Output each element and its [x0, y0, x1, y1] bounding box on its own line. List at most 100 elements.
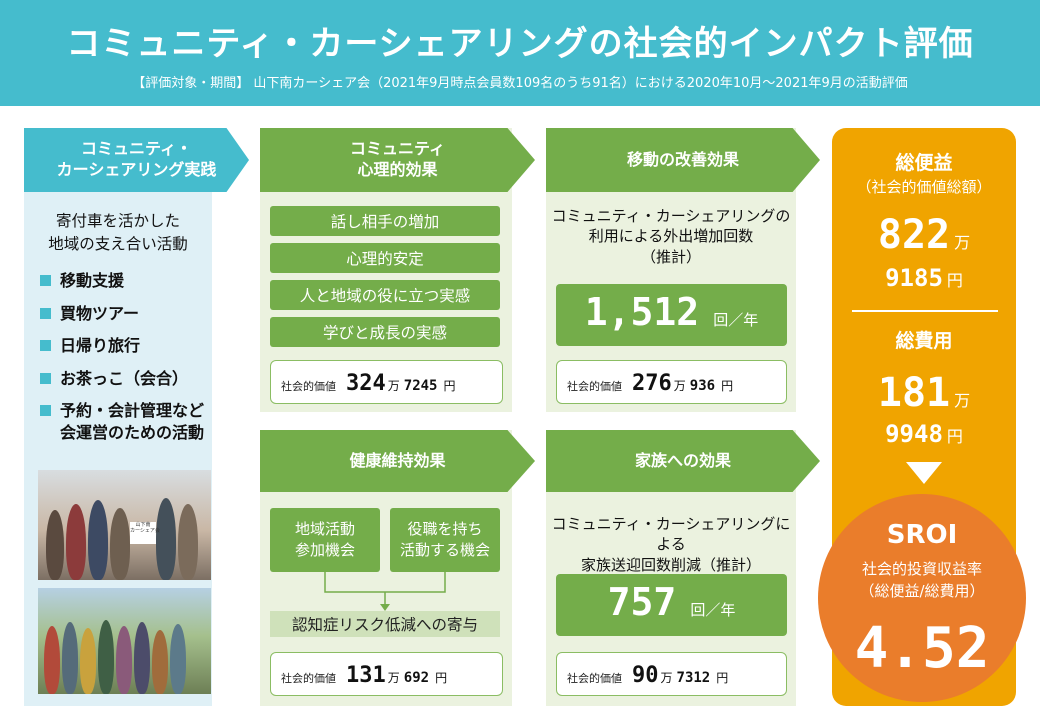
benefit-man: 822	[877, 212, 951, 258]
cost-title: 総費用	[895, 330, 953, 352]
list-item: 予約・会計管理など 会運営のための活動	[40, 400, 250, 443]
health-header-arrow: 健康維持効果	[260, 430, 535, 492]
practice-title-line2: カーシェアリング実践	[56, 160, 217, 179]
cost-rest: 9948	[885, 420, 943, 448]
cost-amount-rest: 9948 円	[832, 420, 1016, 448]
sroi-circle	[818, 494, 1026, 702]
psych-header-arrow: コミュニティ 心理的効果	[260, 128, 535, 192]
mobility-count-unit: 回／年	[713, 311, 759, 329]
practice-lead: 寄付車を活かした 地域の支え合い活動	[24, 210, 212, 257]
benefit-rest: 9185	[885, 264, 943, 292]
totals-divider	[852, 310, 998, 312]
list-item: 買物ツアー	[40, 303, 250, 325]
sroi-line1: 社会的投資収益率	[861, 560, 982, 578]
family-unit-man: 万	[660, 671, 673, 685]
sroi-title: SROI	[886, 520, 958, 550]
health-value-rest: 692	[403, 670, 430, 686]
psych-title-line1: コミュニティ	[349, 139, 446, 159]
health-unit-yen: 円	[435, 671, 448, 685]
health-box2-line2: 活動する機会	[399, 541, 490, 559]
health-box-community: 地域活動 参加機会	[270, 508, 380, 572]
mobility-value-label: 社会的価値	[567, 380, 622, 393]
psych-value-rest: 7245	[403, 378, 438, 394]
psych-effect-3: 人と地域の役に立つ実感	[270, 280, 500, 310]
benefit-amount-rest: 9185 円	[832, 264, 1016, 292]
family-header-arrow: 家族への効果	[546, 430, 820, 492]
health-result: 認知症リスク低減への寄与	[270, 611, 500, 637]
benefit-subtitle: （社会的価値総額）	[856, 178, 992, 196]
list-item: 日帰り旅行	[40, 335, 250, 357]
benefit-unit-yen: 円	[946, 271, 963, 290]
family-desc-line2: 家族送迎回数削減（推計）	[580, 555, 761, 574]
family-count-box: 757 回／年	[556, 574, 787, 636]
psych-value-man: 324	[346, 371, 386, 396]
down-arrow-icon	[906, 462, 942, 484]
practice-lead-line1: 寄付車を活かした	[55, 212, 180, 230]
cost-amount-man: 181 万	[832, 370, 1016, 416]
mobility-description: コミュニティ・カーシェアリングの 利用による外出増加回数 （推計）	[546, 206, 796, 267]
family-title: 家族への効果	[634, 450, 731, 470]
family-count: 757	[607, 580, 677, 624]
practice-lead-line2: 地域の支え合い活動	[48, 235, 188, 254]
photo-sign: 山下南 カーシェア会	[130, 522, 160, 544]
psych-title-line2: 心理的効果	[357, 160, 438, 179]
psych-effect-4: 学びと成長の実感	[270, 317, 500, 347]
header-banner: コミュニティ・カーシェアリングの社会的インパクト評価 【評価対象・期間】 山下南…	[0, 0, 1040, 106]
health-value-man: 131	[346, 663, 386, 688]
benefit-amount-man: 822 万	[832, 212, 1016, 258]
psych-unit-man: 万	[387, 379, 400, 393]
cost-unit-yen: 円	[946, 427, 963, 446]
page-title: コミュニティ・カーシェアリングの社会的インパクト評価	[66, 24, 974, 64]
family-desc-line1: コミュニティ・カーシェアリングによる	[551, 515, 791, 554]
psych-effect-2: 心理的安定	[270, 243, 500, 273]
family-count-unit: 回／年	[690, 601, 736, 619]
mobility-value-man: 276	[632, 371, 672, 396]
health-unit-man: 万	[387, 671, 400, 685]
family-description: コミュニティ・カーシェアリングによる 家族送迎回数削減（推計）	[546, 514, 796, 575]
health-value-box: 社会的価値 131 万 692 円	[270, 652, 503, 696]
list-item-line2: 会運営のための活動	[60, 422, 205, 442]
sroi-value: 4.52	[854, 616, 990, 681]
psych-value-label: 社会的価値	[281, 380, 336, 393]
health-box1-line1: 地域活動	[294, 520, 355, 538]
family-value-man: 90	[632, 663, 659, 688]
health-box1-line2: 参加機会	[294, 541, 355, 559]
mobility-desc-line3: （推計）	[640, 247, 701, 266]
health-connector	[324, 572, 446, 611]
page-subtitle: 【評価対象・期間】 山下南カーシェア会（2021年9月時点会員数109名のうち9…	[132, 76, 908, 91]
health-box2-line1: 役職を持ち	[407, 520, 483, 538]
list-item: お茶っこ（会合）	[40, 368, 250, 390]
mobility-header-arrow: 移動の改善効果	[546, 128, 820, 192]
cost-unit-man: 万	[954, 391, 971, 410]
mobility-count: 1,512	[584, 290, 700, 334]
mobility-unit-yen: 円	[721, 379, 734, 393]
health-value-label: 社会的価値	[281, 672, 336, 685]
mobility-value-rest: 936	[689, 378, 716, 394]
psych-effect-1: 話し相手の増加	[270, 206, 500, 236]
mobility-desc-line1: コミュニティ・カーシェアリングの	[551, 207, 791, 225]
family-value-rest: 7312	[676, 670, 711, 686]
sroi-line2: （総便益/総費用）	[859, 582, 985, 600]
mobility-desc-line2: 利用による外出増加回数	[588, 227, 754, 246]
mobility-value-box: 社会的価値 276 万 936 円	[556, 360, 787, 404]
health-title: 健康維持効果	[349, 450, 446, 470]
family-value-label: 社会的価値	[567, 672, 622, 685]
benefit-title: 総便益	[895, 152, 953, 174]
mobility-count-box: 1,512 回／年	[556, 284, 787, 346]
health-box-role: 役職を持ち 活動する機会	[390, 508, 500, 572]
mobility-title: 移動の改善効果	[626, 149, 739, 169]
psych-unit-yen: 円	[443, 379, 456, 393]
list-item: 移動支援	[40, 270, 250, 292]
benefit-unit-man: 万	[954, 233, 971, 252]
practice-list: 移動支援 買物ツアー 日帰り旅行 お茶っこ（会合） 予約・会計管理など 会運営の…	[40, 270, 250, 444]
group-photo-outdoor	[38, 588, 211, 694]
practice-header-arrow: コミュニティ・ カーシェアリング実践	[24, 128, 249, 192]
family-unit-yen: 円	[716, 671, 729, 685]
group-photo-indoor: 山下南 カーシェア会	[38, 470, 211, 580]
family-value-box: 社会的価値 90 万 7312 円	[556, 652, 787, 696]
practice-title-line1: コミュニティ・	[80, 139, 193, 159]
psych-value-box: 社会的価値 324 万 7245 円	[270, 360, 503, 404]
list-item-line1: 予約・会計管理など	[60, 401, 205, 421]
mobility-unit-man: 万	[673, 379, 686, 393]
cost-man: 181	[877, 370, 951, 416]
